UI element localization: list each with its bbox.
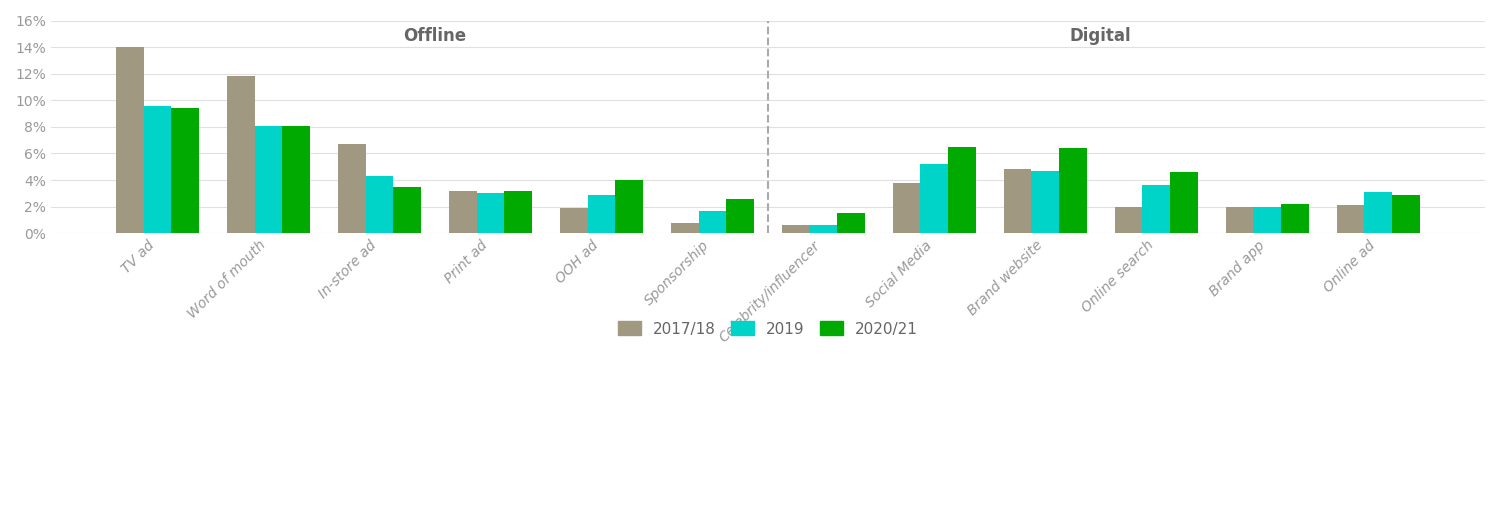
Bar xyxy=(670,223,699,233)
Bar xyxy=(699,211,726,233)
Bar xyxy=(504,191,532,233)
Bar xyxy=(948,147,976,233)
Bar xyxy=(1281,204,1310,233)
Bar xyxy=(615,180,644,233)
Bar xyxy=(1114,207,1143,233)
Bar xyxy=(448,191,477,233)
Bar xyxy=(560,208,588,233)
Bar xyxy=(1336,206,1365,233)
Bar xyxy=(782,225,810,233)
Bar xyxy=(1170,172,1198,233)
Bar xyxy=(1143,185,1170,233)
Bar xyxy=(810,225,837,233)
Bar xyxy=(226,76,255,233)
Bar xyxy=(1392,195,1420,233)
Bar xyxy=(393,187,422,233)
Bar xyxy=(171,108,200,233)
Bar xyxy=(338,144,366,233)
Bar xyxy=(1226,207,1254,233)
Bar xyxy=(1032,171,1059,233)
Bar xyxy=(366,176,393,233)
Bar xyxy=(282,126,310,233)
Text: Offline: Offline xyxy=(404,27,466,45)
Bar xyxy=(726,198,754,233)
Bar xyxy=(1365,192,1392,233)
Legend: 2017/18, 2019, 2020/21: 2017/18, 2019, 2020/21 xyxy=(612,315,924,343)
Bar xyxy=(1004,170,1032,233)
Bar xyxy=(116,47,144,233)
Bar xyxy=(144,106,171,233)
Bar xyxy=(255,126,282,233)
Bar xyxy=(837,213,866,233)
Bar xyxy=(1059,148,1088,233)
Bar xyxy=(892,183,921,233)
Bar xyxy=(921,164,948,233)
Bar xyxy=(477,193,504,233)
Text: Digital: Digital xyxy=(1070,27,1131,45)
Bar xyxy=(1254,207,1281,233)
Bar xyxy=(588,195,615,233)
